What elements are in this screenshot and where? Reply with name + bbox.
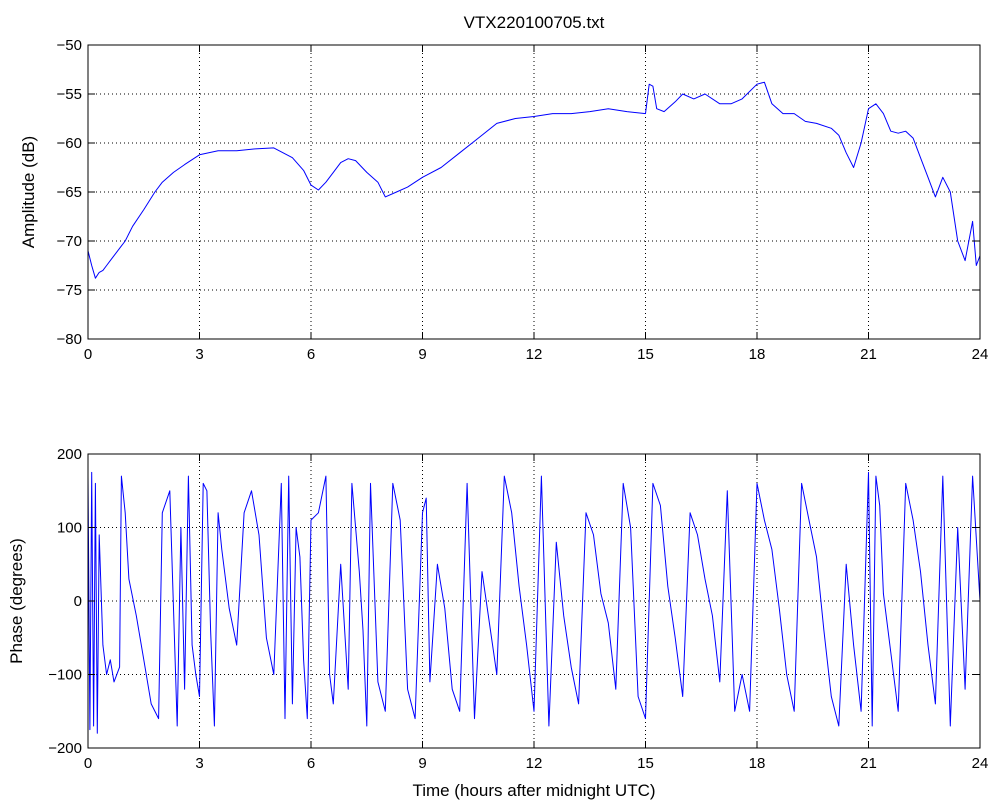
phase-y-tick-label: −200 [48, 740, 82, 757]
amplitude-y-tick-label: −75 [57, 282, 82, 299]
phase-x-tick-label: 12 [526, 755, 543, 772]
phase-x-tick-label: 21 [860, 755, 877, 772]
amplitude-x-tick-label: 0 [84, 346, 92, 363]
phase-plot: 0 3 6 9 12 15 18 21 24 −200 −100 0 100 200 Phase (degr… [7, 446, 988, 800]
chart-title: VTX220100705.txt [464, 13, 605, 32]
phase-x-tick-label: 24 [972, 755, 989, 772]
amplitude-series-line [87, 81, 981, 279]
phase-x-tick-label: 9 [418, 755, 426, 772]
amplitude-y-axis-label: Amplitude (dB) [19, 136, 38, 248]
amplitude-x-tick-label: 21 [860, 346, 877, 363]
amplitude-y-tick-label: −80 [57, 331, 82, 348]
amplitude-y-tick-label: −55 [57, 86, 82, 103]
phase-x-tick-label: 3 [195, 755, 203, 772]
phase-x-tick-label: 6 [307, 755, 315, 772]
amplitude-x-tick-label: 24 [972, 346, 989, 363]
phase-y-axis-label: Phase (degrees) [7, 538, 26, 664]
phase-x-tick-label: 15 [637, 755, 654, 772]
amplitude-x-tick-label: 9 [418, 346, 426, 363]
amplitude-y-tick-label: −70 [57, 233, 82, 250]
amplitude-y-tick-label: −50 [57, 37, 82, 54]
phase-y-tick-label: −100 [48, 667, 82, 684]
amplitude-y-tick-label: −65 [57, 184, 82, 201]
phase-x-tick-label: 0 [84, 755, 92, 772]
amplitude-x-tick-label: 12 [526, 346, 543, 363]
phase-series-line [87, 471, 981, 734]
amplitude-x-tick-label: 3 [195, 346, 203, 363]
amplitude-x-tick-label: 18 [749, 346, 766, 363]
phase-x-axis-label: Time (hours after midnight UTC) [412, 781, 655, 800]
phase-y-tick-label: 200 [57, 446, 82, 463]
phase-x-tick-label: 18 [749, 755, 766, 772]
amplitude-x-tick-label: 6 [307, 346, 315, 363]
amplitude-x-tick-label: 15 [637, 346, 654, 363]
amplitude-y-tick-label: −60 [57, 135, 82, 152]
amplitude-plot: 0 3 6 9 12 15 18 21 24 −80 −75 −70 −65 −60 −55 −50 Ampli… [19, 37, 988, 363]
phase-y-tick-label: 100 [57, 520, 82, 537]
phase-y-tick-label: 0 [74, 593, 82, 610]
